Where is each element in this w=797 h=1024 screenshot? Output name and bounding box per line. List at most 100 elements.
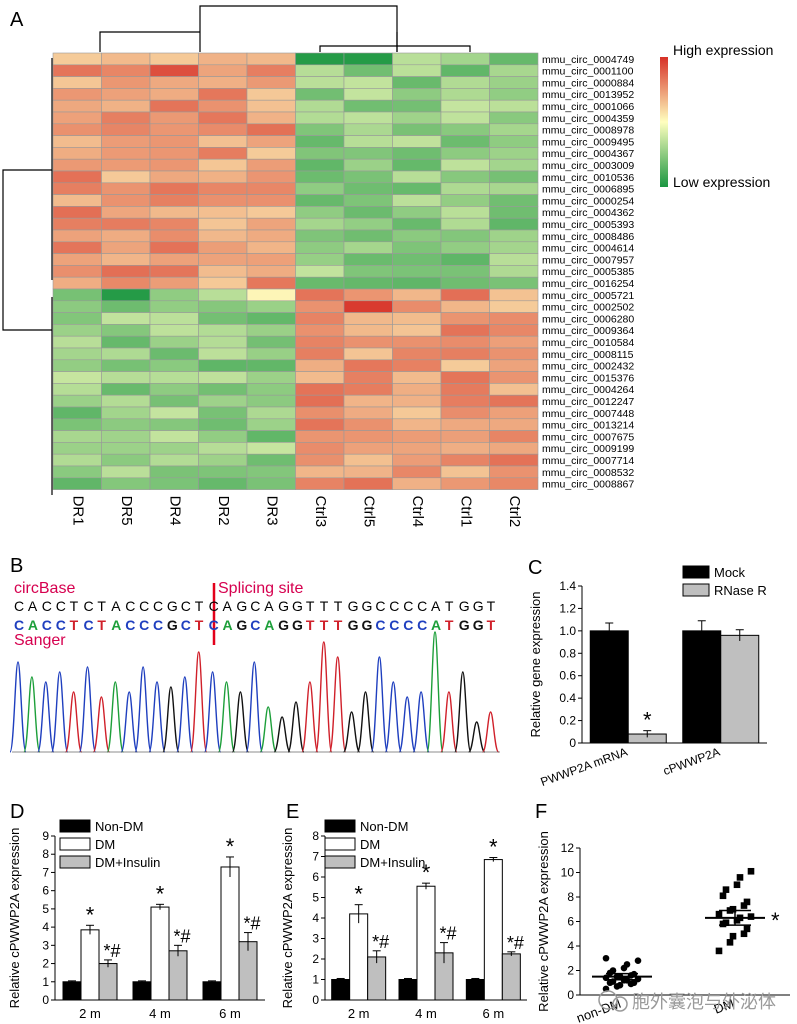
row-label: mmu_circ_0005393	[542, 219, 634, 231]
legend-swatch	[324, 819, 356, 833]
heatmap-cell	[295, 324, 345, 337]
heatmap-cell	[489, 52, 539, 66]
heatmap-cell	[343, 312, 393, 325]
heatmap-cell	[52, 253, 102, 266]
heatmap-cell	[52, 147, 102, 160]
heatmap-cell	[101, 430, 151, 443]
heatmap-cell	[101, 170, 151, 184]
circbase-base: C	[125, 598, 135, 614]
legend-label: Non-DM	[360, 819, 408, 834]
heatmap-cell	[392, 147, 442, 160]
y-axis-label: Relative cPWWP2A expression	[536, 831, 551, 1012]
circbase-base: T	[445, 598, 454, 614]
heatmap-cell	[246, 276, 296, 290]
heatmap-cell	[392, 288, 442, 302]
heatmap-cell	[101, 194, 151, 207]
y-axis-label: Relative cPWWP2A expression	[280, 828, 295, 1009]
row-label: mmu_circ_0008867	[542, 479, 634, 491]
row-label: mmu_circ_0004264	[542, 384, 634, 396]
row-label: mmu_circ_0001100	[542, 66, 634, 78]
heatmap-cell	[198, 430, 248, 443]
circbase-base: G	[167, 598, 178, 614]
heatmap-cell	[246, 182, 296, 195]
heatmap-cell	[343, 147, 393, 160]
heatmap-cell	[343, 64, 393, 77]
heatmap-cell	[101, 158, 151, 172]
heatmap-cell	[246, 442, 296, 455]
heatmap-cell	[440, 276, 490, 290]
watermark-logo-icon	[598, 990, 618, 1010]
heatmap-cell	[343, 111, 393, 125]
heatmap-cell	[52, 324, 102, 337]
heatmap-cell	[149, 135, 199, 148]
sanger-base: G	[292, 617, 303, 633]
chromatogram-peak	[92, 696, 111, 753]
circbase-base: A	[431, 598, 441, 614]
heatmap-cell	[149, 158, 199, 172]
heatmap-cell	[392, 371, 442, 384]
legend-high-label: High expression	[673, 42, 773, 58]
heatmap-cell	[440, 383, 490, 396]
y-tick-label: 1.0	[559, 624, 576, 638]
chromatogram-peak	[329, 656, 347, 753]
heatmap-cell	[149, 453, 199, 467]
chromatogram-peak	[134, 666, 152, 753]
heatmap-cell	[101, 265, 151, 278]
heatmap-cell	[246, 312, 296, 325]
heatmap-cell	[149, 147, 199, 160]
row-label: mmu_circ_0002432	[542, 361, 634, 373]
heatmap-cell	[295, 111, 345, 125]
y-tick-label: 3	[312, 932, 319, 946]
heatmap-cell	[392, 406, 442, 420]
heatmap-cell	[392, 135, 442, 148]
heatmap-cell	[198, 123, 248, 136]
bar-dm	[349, 913, 369, 1001]
heatmap-cell	[295, 383, 345, 396]
heatmap-cell	[149, 335, 199, 349]
data-point	[729, 932, 737, 940]
chromatogram-peak	[203, 671, 222, 753]
heatmap-cell	[52, 442, 102, 455]
heatmap-cell	[101, 477, 151, 490]
chromatogram-peak	[481, 711, 500, 753]
heatmap-cell	[149, 276, 199, 290]
heatmap-cell	[101, 217, 151, 231]
heatmap-cell	[440, 453, 490, 467]
panel-a: A mmu_circ_0004749mmu_circ_0001100mmu_ci…	[2, 5, 773, 527]
heatmap-cell	[246, 359, 296, 372]
bar-dm	[483, 859, 503, 1001]
heatmap-cell	[246, 170, 296, 184]
heatmap-cell	[489, 276, 539, 290]
x-tick-label: 2 m	[348, 1006, 370, 1021]
heatmap-cell	[295, 147, 345, 160]
heatmap-cell	[343, 241, 393, 254]
data-point	[719, 892, 727, 900]
circbase-label: circBase	[14, 580, 75, 597]
heatmap-cell	[198, 265, 248, 278]
heatmap-cell	[149, 52, 199, 66]
heatmap-cell	[198, 52, 248, 66]
heatmap-cell	[246, 135, 296, 148]
sanger-base: G	[167, 617, 178, 633]
splicing-site-label: Splicing site	[218, 580, 303, 597]
row-label: mmu_circ_0005721	[542, 290, 634, 302]
y-axis-label: Relative gene expression	[528, 592, 543, 738]
chromatogram-peak	[301, 681, 319, 753]
heatmap-cell	[246, 99, 296, 113]
chromatogram-peak	[384, 681, 402, 753]
row-label: mmu_circ_0004367	[542, 148, 634, 160]
heatmap-cell	[392, 52, 442, 66]
heatmap-cell	[489, 324, 539, 337]
heatmap-cell	[295, 135, 345, 148]
circbase-base: G	[362, 598, 373, 614]
heatmap-cell	[246, 158, 296, 172]
heatmap-cell	[295, 170, 345, 184]
heatmap-cell	[198, 300, 248, 313]
heatmap-cell	[392, 194, 442, 207]
data-point	[747, 913, 755, 920]
row-label: mmu_circ_0007448	[542, 408, 634, 420]
heatmap-cell	[392, 88, 442, 101]
heatmap-cell	[295, 359, 345, 372]
data-point	[733, 881, 741, 889]
heatmap-cell	[246, 418, 296, 431]
